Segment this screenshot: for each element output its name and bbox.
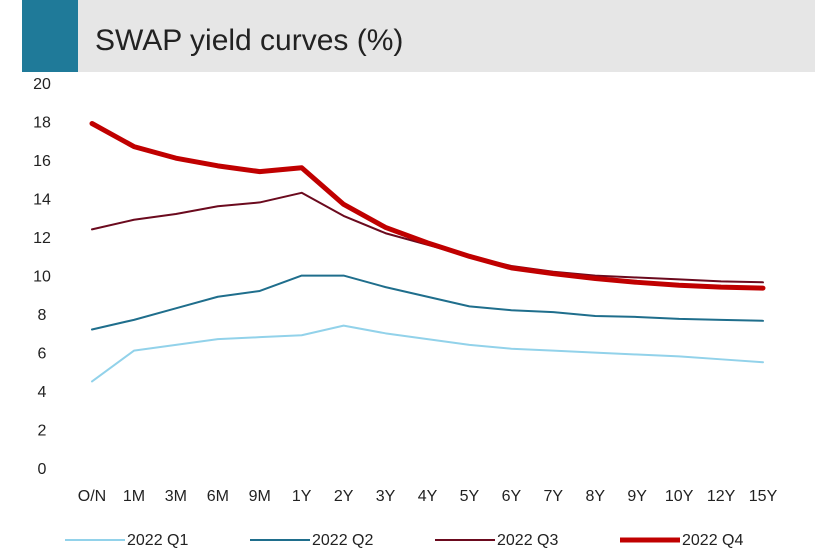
series-line: [91, 191, 764, 284]
y-tick-label: 6: [38, 346, 47, 363]
x-tick-label: 15Y: [749, 488, 778, 505]
legend-label: 2022 Q2: [312, 532, 373, 549]
x-tick-label: 3M: [165, 488, 187, 505]
y-tick-label: 14: [33, 192, 51, 209]
x-tick-label: 10Y: [665, 488, 694, 505]
x-tick-label: 4Y: [418, 488, 438, 505]
x-tick-label: 5Y: [460, 488, 480, 505]
x-tick-label: 1Y: [292, 488, 312, 505]
x-tick-label: 7Y: [544, 488, 564, 505]
series-line: [89, 121, 766, 291]
legend-label: 2022 Q4: [682, 532, 743, 549]
chart-title: SWAP yield curves (%): [95, 24, 403, 57]
x-tick-label: 12Y: [707, 488, 736, 505]
x-tick-label: 9Y: [627, 488, 647, 505]
x-tick-label: 1M: [123, 488, 145, 505]
x-tick-label: O/N: [78, 488, 106, 505]
y-tick-label: 8: [38, 307, 47, 324]
y-tick-label: 20: [33, 76, 51, 93]
y-tick-label: 4: [38, 384, 47, 401]
legend-label: 2022 Q1: [127, 532, 188, 549]
title-band: [78, 0, 815, 72]
x-tick-label: 8Y: [585, 488, 605, 505]
y-tick-label: 10: [33, 269, 51, 286]
x-tick-label: 3Y: [376, 488, 396, 505]
y-tick-label: 16: [33, 153, 51, 170]
series-line: [91, 324, 764, 383]
legend-label: 2022 Q3: [497, 532, 558, 549]
series-line: [91, 274, 764, 331]
x-tick-label: 6M: [207, 488, 229, 505]
x-tick-label: 9M: [249, 488, 271, 505]
y-tick-label: 18: [33, 115, 51, 132]
x-tick-label: 2Y: [334, 488, 354, 505]
title-accent: [22, 0, 78, 72]
y-tick-label: 2: [38, 423, 47, 440]
y-tick-label: 12: [33, 230, 51, 247]
y-tick-label: 0: [38, 461, 47, 478]
x-tick-label: 6Y: [502, 488, 522, 505]
